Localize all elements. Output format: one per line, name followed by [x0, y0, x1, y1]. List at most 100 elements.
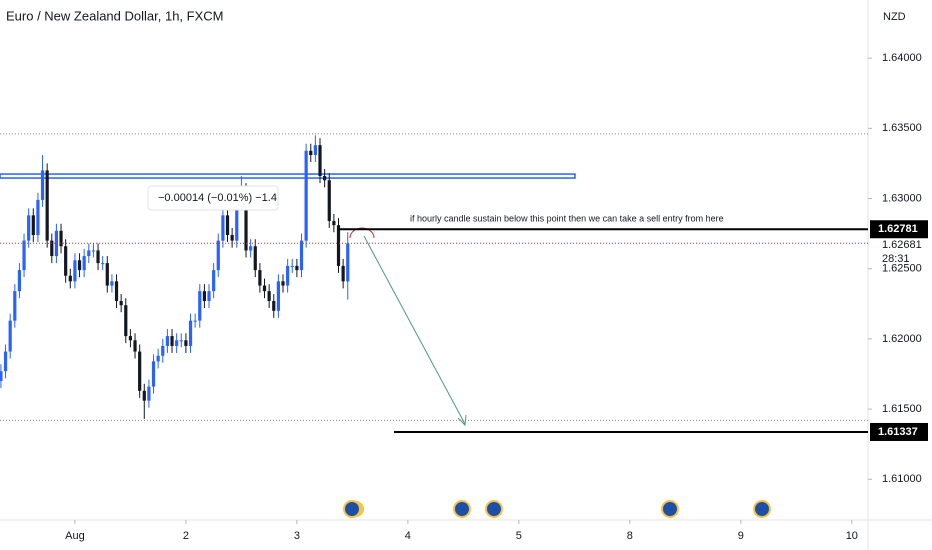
candle-body — [156, 355, 160, 362]
x-tick-label: Aug — [65, 530, 85, 542]
candle-body — [59, 230, 63, 247]
candle-body — [124, 305, 128, 337]
y-tick-label: 1.62500 — [882, 263, 922, 275]
candle-body — [244, 190, 248, 251]
candle-body — [272, 300, 276, 311]
event-icons — [343, 500, 771, 518]
candle-body — [147, 386, 151, 401]
candle-body — [258, 270, 262, 286]
x-tick-label: 4 — [405, 530, 411, 542]
candle-body — [91, 250, 96, 252]
x-tick-label: 8 — [627, 530, 633, 542]
candle-body — [341, 265, 345, 282]
level-label: 1.61337 — [878, 426, 918, 438]
candle-body — [276, 281, 280, 311]
candle-body — [119, 300, 123, 306]
event-icon — [753, 500, 771, 518]
candle-body — [249, 246, 253, 251]
candle-body — [151, 361, 156, 387]
candle-body — [336, 225, 341, 266]
candle-body — [105, 263, 109, 286]
candle-body — [40, 170, 45, 200]
y-tick-label: 1.64000 — [882, 52, 922, 64]
x-tick-label: 2 — [183, 530, 189, 542]
candle-body — [309, 150, 313, 155]
level-label: 1.62781 — [878, 223, 918, 235]
candle-body — [27, 215, 31, 241]
arrow-line — [363, 235, 466, 425]
candle-body — [133, 340, 137, 352]
candle-body — [13, 291, 17, 321]
candle-body — [3, 351, 8, 372]
candle-body — [225, 215, 230, 236]
candle-body — [295, 265, 299, 271]
candle-body — [318, 145, 322, 177]
annotation: if hourly candle sustain below this poin… — [410, 214, 724, 224]
candle-body — [82, 256, 86, 271]
candle-body — [262, 285, 267, 292]
x-tick-label: 5 — [516, 530, 522, 542]
candle-body — [193, 320, 197, 322]
current-price-label: 1.62681 — [882, 239, 922, 251]
candle-body — [230, 235, 234, 241]
event-icon — [485, 500, 503, 518]
candle-body — [323, 176, 327, 181]
candle-body — [114, 281, 119, 301]
arrow-head — [457, 414, 467, 427]
candle-body — [73, 260, 77, 282]
y-tick-label: 1.61500 — [882, 403, 922, 415]
candle-body — [161, 345, 165, 356]
candle-body — [45, 170, 49, 241]
candle-body — [138, 351, 142, 391]
y-tick-label: 1.62000 — [882, 333, 922, 345]
candle-body — [188, 320, 193, 346]
candle-body — [110, 281, 114, 286]
candle-body — [313, 145, 317, 155]
y-tick-label: 1.61000 — [882, 473, 922, 485]
candle-body — [96, 250, 100, 264]
candle-body — [54, 230, 59, 257]
candle-body — [286, 265, 290, 286]
candle-body — [327, 180, 331, 221]
chart-title: Euro / New Zealand Dollar, 1h, FXCM — [6, 8, 223, 23]
candle-body — [216, 240, 220, 271]
currency: NZD — [883, 11, 906, 23]
level-tag — [870, 422, 928, 441]
level-tag — [870, 220, 928, 239]
candle-body — [101, 263, 105, 265]
candle-body — [207, 291, 211, 301]
candle-body — [212, 270, 216, 292]
candle-body — [235, 199, 239, 241]
candle-body — [36, 199, 40, 236]
measure-box — [147, 185, 279, 211]
candle-body — [346, 243, 350, 282]
candle-body — [87, 250, 91, 257]
arc — [349, 227, 375, 239]
candle-body — [179, 340, 183, 342]
candle-body — [170, 336, 174, 346]
candle-body — [304, 150, 308, 241]
candle-body — [142, 390, 146, 401]
y-tick-label: 1.63000 — [882, 192, 922, 204]
countdown: 28:31 — [882, 253, 910, 265]
candle-body — [290, 265, 294, 267]
candle-body — [17, 270, 22, 292]
candle-body — [31, 215, 35, 236]
y-tick-label: 1.63500 — [882, 122, 922, 134]
candle-body — [128, 336, 133, 341]
candle-body — [253, 246, 257, 271]
candle-body — [68, 275, 72, 282]
candle-body — [77, 260, 82, 271]
candle-body — [198, 291, 202, 321]
candle-body — [202, 291, 206, 301]
event-icon — [453, 500, 471, 518]
candle-body — [267, 291, 271, 301]
candle-body — [64, 246, 68, 276]
candle-body — [299, 240, 304, 271]
event-icon — [343, 500, 361, 518]
candle-body — [175, 340, 179, 346]
x-tick-label: 9 — [738, 530, 744, 542]
candle-body — [22, 240, 26, 271]
